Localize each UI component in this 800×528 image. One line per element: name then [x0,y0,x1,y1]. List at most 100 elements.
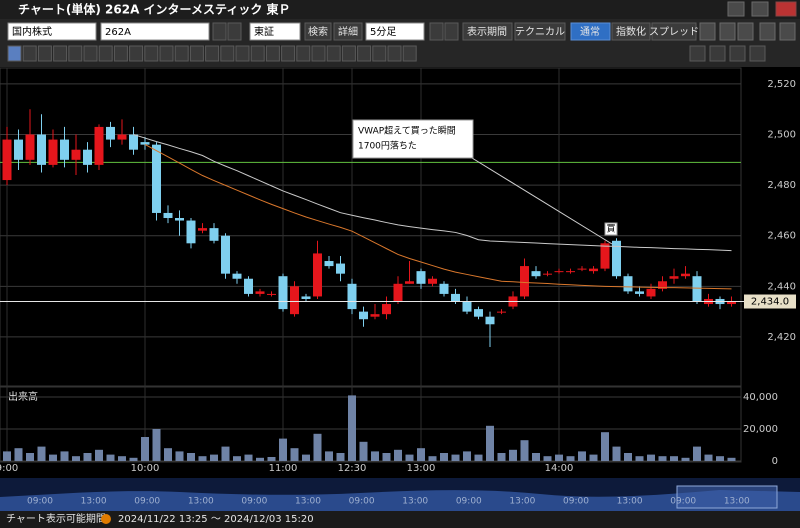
tool-icon [113,45,128,62]
spread-button[interactable] [651,22,697,41]
volume-bar [244,454,253,461]
tool-icon [729,45,746,62]
index-text: 指数化 [616,25,646,38]
volume-bar [647,454,655,461]
tool-icon [402,45,417,62]
candle-body [393,283,403,302]
normal-button[interactable] [570,22,611,41]
candle-body [209,228,219,241]
candle-body [474,309,483,317]
toolbar-icons[interactable] [699,22,796,41]
candle-body [14,139,23,160]
tool-icon [159,45,174,62]
index-button[interactable] [611,22,651,41]
x-tick-label: 13:00 [407,463,436,474]
status-bar [0,511,800,528]
x-tick-label: 14:00 [545,463,574,474]
tool-icon [357,45,372,62]
x-tick-label: 11:00 [269,463,298,474]
code-select[interactable] [100,22,210,41]
tool-icon [341,45,356,62]
period-text: 表示期間 [467,25,507,38]
volume-bar [233,456,241,461]
tool-icon [98,45,113,62]
interval-text: 5分足 [370,26,396,38]
volume-bar [267,457,276,461]
tool-icon [296,45,311,62]
annotation-text: 1700円落ちた [358,140,417,152]
candle-body [48,139,58,165]
volume-bar [589,454,598,461]
volume-bar [693,446,701,461]
candle-body [221,235,230,274]
volume-bar [612,446,621,461]
volume-bar [359,441,368,461]
volume-bar [302,454,310,461]
candle-body [520,266,529,297]
candle-body [163,212,173,219]
candle-body [405,281,414,284]
navigator-label: 13:00 [295,497,321,507]
drawing-tools[interactable] [7,45,766,62]
volume-bar [624,453,632,461]
volume-bar [26,453,34,461]
volume-bar [256,457,264,461]
volume-bar [543,456,552,461]
navigator-label: 09:00 [134,497,160,507]
volume-bar [164,448,172,461]
period-button[interactable] [462,22,513,41]
market-select[interactable] [7,22,97,41]
volume-bar [486,425,494,461]
technical-button[interactable] [514,22,566,41]
signal-box [604,222,618,236]
volume-bar [497,453,506,461]
volume-bar [601,432,609,461]
volume-bar [440,453,448,461]
candle-body [336,263,345,274]
prev-period-button[interactable] [429,22,444,41]
candle-body [612,240,621,277]
volume-bar [474,454,483,461]
tool-icon [205,45,220,62]
search-button[interactable] [304,22,332,41]
last-price-label: 2,434.0 [751,297,789,308]
moving-average [144,143,732,290]
tool-icon [311,45,326,62]
next-period-button[interactable] [444,22,459,41]
navigator-window[interactable] [676,485,778,509]
candle-body [646,288,656,297]
x-tick-label: 10:00 [131,463,160,474]
next-button[interactable] [227,22,242,41]
volume-bar [325,451,333,461]
volume-bar [520,440,529,461]
tool-icon [220,45,235,62]
candle-body [140,142,150,145]
volume-bar [451,454,460,461]
candle-body [589,268,598,272]
tool-icon [709,45,726,62]
navigator-label: 09:00 [670,497,696,507]
navigator-label: 13:00 [402,497,428,507]
candle-body [543,273,552,275]
candle-body [485,316,495,325]
detail-button[interactable] [333,22,363,41]
tool-icon [53,45,68,62]
technical-text: テクニカル [515,26,565,38]
tool-icon [129,45,144,62]
prev-button[interactable] [212,22,227,41]
candle-body [152,144,161,213]
y-tick-label: 2,460 [767,231,796,242]
interval-select[interactable] [365,22,425,41]
tool-icon [235,45,250,62]
tool-icon [749,45,766,62]
annotation-box [352,119,474,159]
window-controls[interactable] [727,1,797,17]
exchange-select[interactable] [249,22,301,41]
volume-bar [3,451,11,461]
candle-body [117,134,127,140]
candle-body [554,271,564,273]
volume-bar [635,456,644,461]
navigator-label: 09:00 [563,497,589,507]
navigator-label: 13:00 [81,497,107,507]
volume-bar [566,456,575,461]
